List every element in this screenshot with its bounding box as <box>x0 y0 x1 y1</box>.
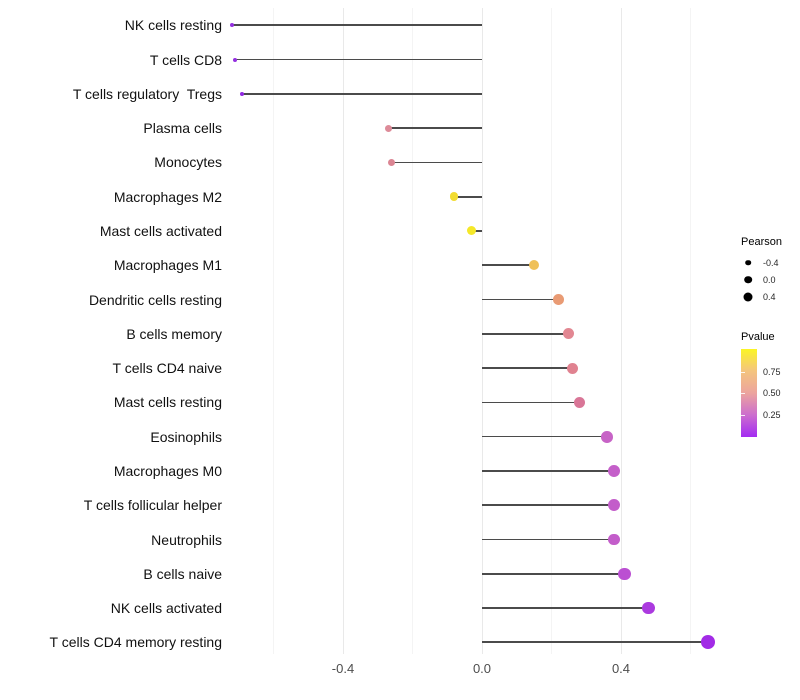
category-label: Neutrophils <box>151 531 222 548</box>
data-point <box>384 124 392 132</box>
category-label: B cells memory <box>126 325 222 342</box>
category-label: Plasma cells <box>143 120 222 137</box>
lollipop-stem <box>482 641 708 644</box>
legend-size-label: -0.4 <box>763 257 779 268</box>
category-label: NK cells activated <box>110 600 222 617</box>
pvalue-gradient-bar <box>741 349 757 437</box>
legend-pvalue: Pvalue 0.75 0.50 0.25 <box>741 331 799 437</box>
category-label: Macrophages M1 <box>113 257 222 274</box>
lollipop-stem <box>482 264 535 267</box>
legend-size-label: 0.0 <box>763 274 776 285</box>
data-point <box>240 91 245 96</box>
x-tick-label: 0.0 <box>472 661 492 676</box>
gridline-minor <box>690 8 691 654</box>
lollipop-stem <box>454 195 482 198</box>
pvalue-tick-mark <box>741 415 745 416</box>
data-point <box>387 158 396 167</box>
category-label: T cells regulatory Tregs <box>72 85 222 102</box>
legend-pearson-title: Pearson <box>741 236 782 248</box>
category-label: Macrophages M2 <box>113 188 222 205</box>
legend-size-dot-glyph <box>745 259 751 266</box>
legend-size-dot <box>741 273 755 287</box>
legend-pearson-size: Pearson -0.4 0.0 0.4 <box>741 236 799 305</box>
legend-pvalue-title: Pvalue <box>741 331 775 343</box>
lollipop-stem <box>482 401 580 404</box>
category-label: T cells follicular helper <box>83 497 222 514</box>
lollipop-stem <box>231 24 482 27</box>
legend-size-entry: 0.0 <box>741 271 799 288</box>
legend-size-dot-glyph <box>743 292 753 301</box>
legend-size-entry: -0.4 <box>741 254 799 271</box>
data-point <box>449 192 459 201</box>
x-tick-label: -0.4 <box>331 661 355 676</box>
lollipop-stem <box>235 58 482 61</box>
gridline-major <box>620 8 622 654</box>
lollipop-stem <box>482 504 615 507</box>
data-point <box>566 362 578 374</box>
category-label: Dendritic cells resting <box>88 291 222 308</box>
pvalue-tick-label: 0.25 <box>763 410 781 420</box>
gridline-minor <box>273 8 274 654</box>
category-label: NK cells resting <box>124 17 222 34</box>
data-point <box>608 533 620 546</box>
legend-size-dot <box>741 256 755 270</box>
category-label: Macrophages M0 <box>113 462 222 479</box>
lollipop-stem <box>482 332 569 335</box>
data-point <box>601 430 613 443</box>
legend-size-entry: 0.4 <box>741 288 799 305</box>
gridline-major <box>481 8 483 654</box>
data-point <box>618 567 631 580</box>
lollipop-stem <box>482 298 559 301</box>
lollipop-stem <box>482 470 615 472</box>
lollipop-stem <box>482 607 649 609</box>
category-label: T cells CD4 memory resting <box>49 634 222 651</box>
data-point <box>608 464 620 477</box>
data-point <box>229 23 234 28</box>
pvalue-tick-label: 0.50 <box>763 388 781 398</box>
legend-size-dot <box>741 290 755 304</box>
category-label: Monocytes <box>154 154 222 171</box>
x-tick-label: 0.4 <box>611 661 631 676</box>
data-point <box>642 601 656 615</box>
legend-size-dot-glyph <box>744 275 752 284</box>
category-label: B cells naive <box>143 565 222 582</box>
data-point <box>553 294 564 305</box>
lollipop-stem <box>482 538 615 541</box>
gridline-minor <box>551 8 552 654</box>
data-point <box>563 328 575 340</box>
category-label: Eosinophils <box>150 428 222 445</box>
data-point <box>573 396 585 408</box>
pvalue-gradient: 0.75 0.50 0.25 <box>741 349 799 437</box>
lollipop-stem <box>471 230 482 232</box>
lollipop-stem <box>388 127 482 129</box>
pvalue-tick-label: 0.75 <box>763 366 781 377</box>
category-label: Mast cells resting <box>113 394 222 411</box>
data-point <box>233 57 238 62</box>
legend: Pearson -0.4 0.0 0.4 Pvalue 0.75 0.50 0.25 <box>741 236 799 437</box>
lollipop-stem <box>482 572 625 575</box>
data-point <box>608 499 620 512</box>
category-label: Mast cells activated <box>99 222 222 239</box>
category-label: T cells CD8 <box>149 51 222 68</box>
gridline-minor <box>412 8 413 654</box>
lollipop-stem <box>482 435 608 438</box>
lollipop-stem <box>482 367 573 369</box>
data-point <box>528 260 540 271</box>
lollipop-stem <box>242 93 482 95</box>
pvalue-tick-mark <box>741 393 745 394</box>
data-point <box>700 635 715 650</box>
legend-pearson-entries: -0.4 0.0 0.4 <box>741 254 799 305</box>
legend-size-label: 0.4 <box>763 291 776 302</box>
gridline-major <box>342 8 344 654</box>
pvalue-tick-mark <box>741 371 745 373</box>
data-point <box>467 226 477 236</box>
lollipop-stem <box>391 161 482 164</box>
category-label: T cells CD4 naive <box>112 360 222 377</box>
